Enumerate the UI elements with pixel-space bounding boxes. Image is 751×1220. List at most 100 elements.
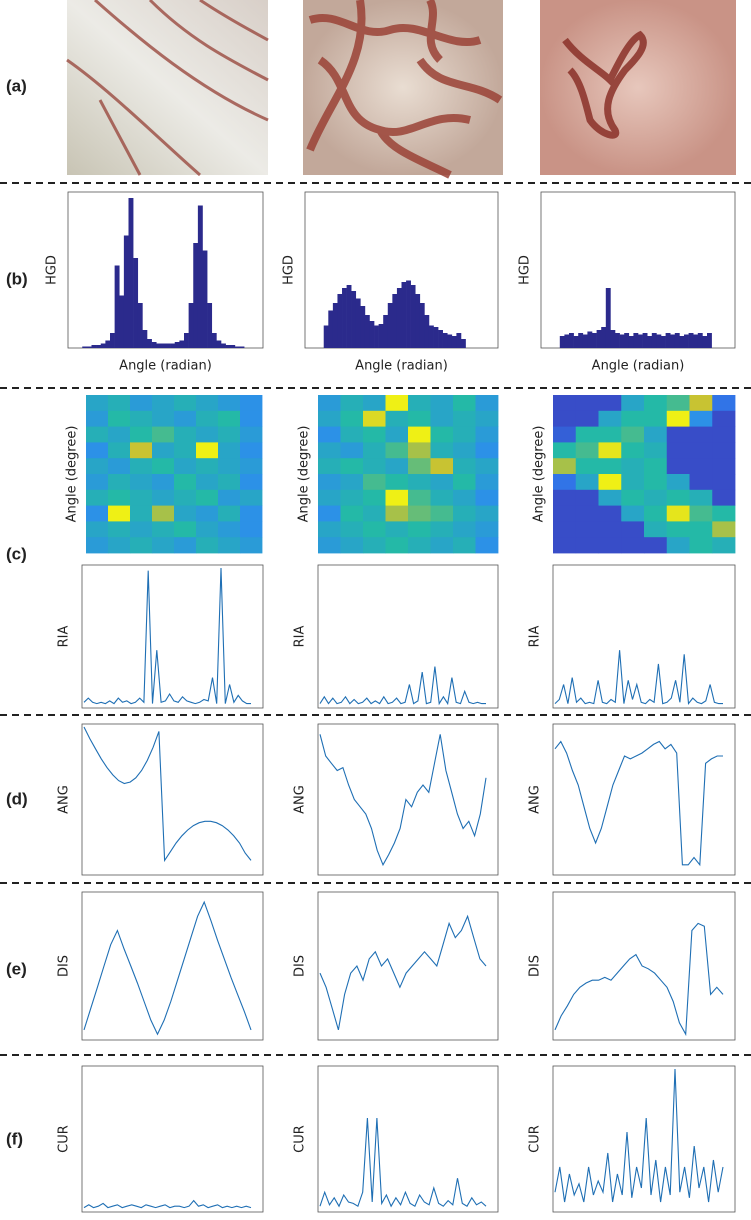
plot-frame <box>317 1065 499 1213</box>
heatmap-cell <box>86 442 109 459</box>
histogram-bar <box>239 346 245 348</box>
heatmap-cell <box>689 426 713 443</box>
heatmap-cell <box>475 426 499 443</box>
histogram-bar <box>128 198 134 348</box>
heatmap-cell <box>408 505 431 522</box>
heatmap-cell <box>318 395 341 412</box>
histogram-bar <box>105 340 111 348</box>
histogram-bar <box>406 280 411 348</box>
histogram-bar <box>82 346 88 348</box>
heatmap-cell <box>453 426 476 443</box>
heatmap-cell <box>385 474 409 491</box>
heatmap-cell <box>363 426 386 443</box>
heatmap-cell <box>598 395 622 412</box>
heatmap-cell <box>363 489 386 506</box>
heatmap-cell <box>130 489 153 506</box>
line-series <box>554 740 723 867</box>
line-series <box>554 1068 724 1203</box>
heatmap-cell <box>318 537 341 554</box>
heatmap-cell <box>196 521 219 538</box>
heatmap-cell <box>174 410 197 427</box>
heatmap-cell <box>196 442 219 459</box>
y-axis-label: CUR <box>293 1125 308 1153</box>
plot-frame <box>317 891 499 1041</box>
histogram-bar <box>665 333 671 348</box>
heatmap-cell <box>712 458 736 475</box>
line-series <box>319 914 487 1031</box>
plot-frame <box>317 564 499 709</box>
heatmap-cell <box>385 426 409 443</box>
histogram-bar <box>679 336 685 348</box>
histogram-bar <box>179 340 185 348</box>
row-label: (f) <box>6 1129 23 1148</box>
heatmap-cell <box>689 458 713 475</box>
heatmap-cell <box>598 505 622 522</box>
heatmap-cell <box>408 426 431 443</box>
heatmap-cell <box>218 537 241 554</box>
heatmap-cell <box>385 505 409 522</box>
heatmap-cell <box>453 395 476 412</box>
histogram-bar <box>569 333 574 348</box>
heatmap-cell <box>712 410 736 427</box>
heatmap-cell <box>575 395 599 412</box>
heatmap-cell <box>712 442 736 459</box>
heatmap-cell <box>553 410 577 427</box>
histogram-bar <box>592 333 597 348</box>
y-axis-label: DIS <box>293 955 308 977</box>
heatmap-cell <box>152 426 175 443</box>
heatmap-cell <box>689 537 713 554</box>
histogram-bar <box>601 327 607 348</box>
plot-frame <box>552 1065 736 1213</box>
heatmap-cell <box>430 458 454 475</box>
heatmap-cell <box>475 442 499 459</box>
heatmap-cell <box>621 410 645 427</box>
histogram-bar <box>642 333 648 348</box>
heatmap-cell <box>408 489 431 506</box>
heatmap-cell <box>318 505 341 522</box>
heatmap-cell <box>666 410 690 427</box>
heatmap-cell <box>108 505 131 522</box>
heatmap-cell <box>575 442 599 459</box>
histogram-bar <box>578 333 584 348</box>
line-series <box>83 900 252 1036</box>
heatmap-cell <box>130 458 153 475</box>
histogram-bar <box>337 294 343 348</box>
heatmap-cell <box>644 474 668 491</box>
histogram-bar <box>96 345 102 348</box>
heatmap-cell <box>475 395 499 412</box>
line-series <box>319 666 486 706</box>
heatmap-cell <box>318 410 341 427</box>
heatmap-cell <box>453 489 476 506</box>
heatmap-cell <box>430 442 454 459</box>
histogram-bar <box>456 333 462 348</box>
y-axis-label: ANG <box>293 785 308 814</box>
heatmap-cell <box>475 410 499 427</box>
heatmap-cell <box>430 521 454 538</box>
heatmap-cell <box>318 442 341 459</box>
heatmap-cell <box>575 537 599 554</box>
heatmap-cell <box>174 505 197 522</box>
heatmap-cell <box>408 521 431 538</box>
heatmap-cell <box>453 521 476 538</box>
heatmap-cell <box>666 426 690 443</box>
plot-frame <box>81 723 264 876</box>
heatmap-cell <box>385 442 409 459</box>
heatmap-cell <box>196 458 219 475</box>
heatmap-cell <box>318 474 341 491</box>
plot-frame <box>552 564 736 709</box>
histogram-bar <box>670 334 676 348</box>
heatmap-cell <box>86 505 109 522</box>
heatmap-cell <box>340 442 364 459</box>
heatmap-cell <box>363 505 386 522</box>
histogram-bar <box>170 343 176 348</box>
heatmap-cell <box>218 395 241 412</box>
heatmap-cell <box>174 442 197 459</box>
histogram-bar <box>684 334 689 348</box>
row-label: (b) <box>6 269 28 288</box>
heatmap-cell <box>621 474 645 491</box>
photo-3 <box>540 0 736 175</box>
heatmap-cell <box>363 442 386 459</box>
line-series <box>319 1117 487 1208</box>
histogram-bar <box>596 330 602 348</box>
histogram-bar <box>688 333 694 348</box>
